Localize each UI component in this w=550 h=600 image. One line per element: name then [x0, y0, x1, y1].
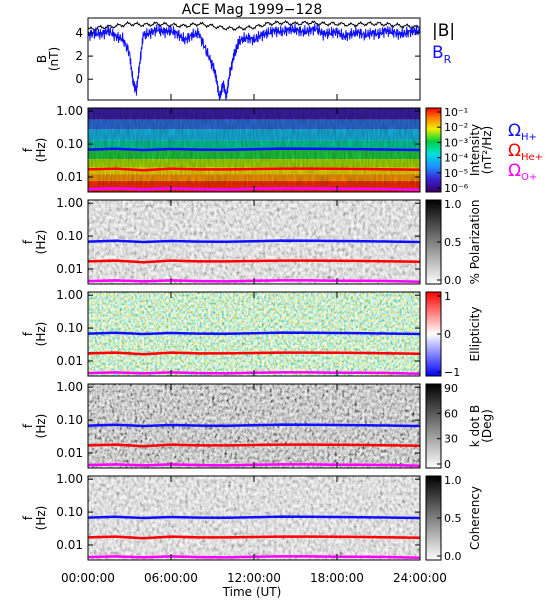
- x-tick-label: 18:00:00: [310, 571, 364, 585]
- colorbar-label: Ellipticity: [468, 307, 482, 362]
- colorbar-tick-label: 60: [444, 407, 458, 420]
- colorbar: [425, 107, 442, 193]
- colorbar-tick-label: 0.5: [444, 512, 462, 525]
- x-tick-label: 00:00:00: [61, 571, 115, 585]
- colorbar-label: Intensity(nT²/Hz): [468, 124, 494, 176]
- x-tick-label: 12:00:00: [227, 571, 281, 585]
- y-axis-label: B(nT): [35, 47, 61, 71]
- panel-polarization: 0.01 0.10 1.00 f(Hz) 1.0 0.5 0.0 % Polarization: [21, 196, 482, 287]
- panel-kdotb: 0.01 0.10 1.00 f(Hz) 90 60 30 0 k dot B(Deg): [21, 380, 494, 471]
- heatmap-intensity: [88, 108, 420, 192]
- legend-entry: BR: [432, 43, 452, 66]
- colorbar-label: k dot B(Deg): [468, 405, 494, 447]
- colorbar-tick-label: 10⁻²: [444, 121, 468, 134]
- legend-entry: ΩO+: [508, 161, 537, 183]
- y-axis-label: f(Hz): [21, 414, 48, 439]
- colorbar-tick-label: 1.0: [444, 474, 462, 487]
- y-tick-label: 1.00: [56, 104, 83, 118]
- series-line-b-magnitude: [87, 19, 421, 32]
- y-tick-label: 0.10: [56, 413, 83, 427]
- y-tick-label: 0.10: [56, 137, 83, 151]
- figure-title: ACE Mag 1999−128: [182, 2, 322, 18]
- gyro-line-Hplus: [88, 515, 420, 520]
- x-tick-label: 06:00:00: [144, 571, 198, 585]
- legend-entry: ΩHe+: [508, 141, 543, 163]
- colorbar: [425, 383, 442, 469]
- x-tick-label: 24:00:00: [393, 571, 447, 585]
- gyro-line-Hplus: [88, 147, 420, 152]
- y-tick-label: 1.00: [56, 472, 83, 486]
- y-tick-label: 1.00: [56, 380, 83, 394]
- colorbar-tick-label: 10⁻⁵: [444, 167, 468, 180]
- colorbar-tick-label: 1: [444, 290, 451, 303]
- colorbar-tick-label: 0.5: [444, 236, 462, 249]
- gyro-line-Heplus: [88, 259, 420, 264]
- colorbar-tick-label: −1: [444, 366, 460, 379]
- colorbar-tick-label: 0.0: [444, 274, 462, 287]
- y-tick-label: 4: [75, 26, 83, 40]
- panel-coherency: 0.01 0.10 1.00 f(Hz) 1.0 0.5 0.0 Coherency: [21, 472, 482, 563]
- y-tick-label: 2: [75, 49, 83, 63]
- series-line-b-radial: [87, 23, 421, 101]
- colorbar-tick-label: 10⁻³: [444, 136, 468, 149]
- colorbar-tick-label: 30: [444, 433, 458, 446]
- heatmap-kdotb: [88, 384, 420, 468]
- gyro-line-Heplus: [88, 535, 420, 540]
- colorbar-tick-label: 10⁻¹: [444, 106, 468, 119]
- y-tick-label: 0.01: [56, 538, 83, 552]
- y-tick-label: 0.10: [56, 321, 83, 335]
- y-tick-label: 0.01: [56, 262, 83, 276]
- heatmap-polarization: [88, 200, 420, 284]
- y-tick-label: 0.01: [56, 170, 83, 184]
- heatmap-ellipticity: [88, 292, 420, 376]
- panel-intensity: 0.01 0.10 1.00 f(Hz) 10⁻¹ 10⁻² 10⁻³ 10⁻⁴ 10⁻⁵ 10⁻…: [21, 104, 543, 195]
- y-tick-label: 0.01: [56, 446, 83, 460]
- y-tick-label: 0.10: [56, 229, 83, 243]
- colorbar-tick-label: 1.0: [444, 198, 462, 211]
- colorbar-label: Coherency: [468, 486, 482, 550]
- legend-entry: |B|: [432, 21, 455, 41]
- colorbar-tick-label: 10⁻⁴: [444, 152, 469, 165]
- colorbar-tick-label: 10⁻⁶: [444, 182, 469, 195]
- x-axis-label: Time (UT): [222, 585, 282, 599]
- panel-ellipticity: 0.01 0.10 1.00 f(Hz) 1 0 −1 Ellipticity: [21, 288, 482, 379]
- y-axis-label: f(Hz): [21, 138, 48, 163]
- colorbar-label: % Polarization: [468, 200, 482, 285]
- gyro-line-Heplus: [88, 167, 420, 172]
- gyro-line-Heplus: [88, 443, 420, 448]
- y-tick-label: 0.01: [56, 354, 83, 368]
- legend-entry: ΩH+: [508, 121, 537, 143]
- y-tick-label: 1.00: [56, 288, 83, 302]
- y-tick-label: 0: [75, 72, 83, 86]
- gyro-line-Heplus: [88, 351, 420, 356]
- heatmap-coherency: [88, 476, 420, 560]
- y-axis-label: f(Hz): [21, 506, 48, 531]
- gyro-line-Hplus: [88, 239, 420, 244]
- colorbar-tick-label: 90: [444, 382, 458, 395]
- gyro-line-Hplus: [88, 423, 420, 428]
- y-tick-label: 1.00: [56, 196, 83, 210]
- colorbar-tick-label: 0.0: [444, 550, 462, 563]
- y-axis-label: f(Hz): [21, 322, 48, 347]
- y-tick-label: 0.10: [56, 505, 83, 519]
- panel-magnetic-field: 0 2 4 B(nT) |B|BR: [35, 17, 455, 101]
- gyro-line-Hplus: [88, 331, 420, 336]
- colorbar-tick-label: 0: [444, 328, 451, 341]
- colorbar-tick-label: 0: [444, 458, 451, 471]
- y-axis-label: f(Hz): [21, 230, 48, 255]
